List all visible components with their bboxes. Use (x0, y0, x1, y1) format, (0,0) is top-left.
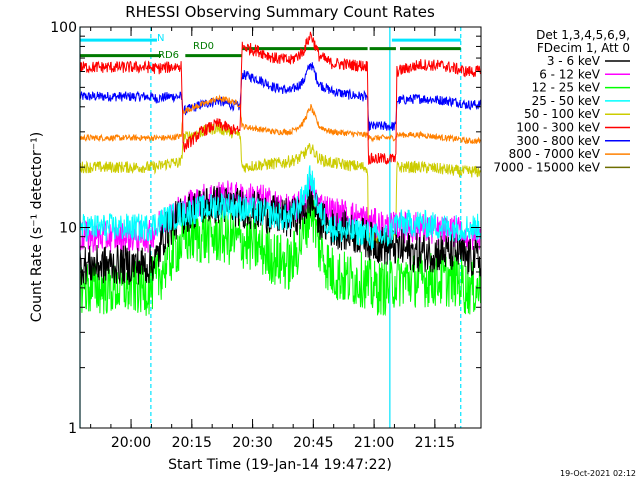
x-tick-label: 20:45 (293, 435, 333, 451)
x-tick-label: 21:15 (415, 435, 455, 451)
x-tick-label: 20:30 (232, 435, 272, 451)
generation-date: 19-Oct-2021 02:12 (560, 469, 636, 478)
y-tick-label: 10 (59, 221, 77, 237)
flag-label: N (157, 33, 164, 44)
series-line-6-12keV (80, 173, 481, 253)
x-tick-label: 20:00 (111, 435, 151, 451)
series-line-12-25keV (80, 182, 481, 317)
flag-label: RD6 (158, 50, 179, 61)
series-line-800-7000keV (80, 94, 481, 145)
legend: Det 1,3,4,5,6,9,FDecim 1, Att 03 - 6 keV… (493, 28, 630, 174)
y-axis-label: Count Rate (s⁻¹ detector⁻¹) (29, 132, 45, 322)
x-tick-label: 21:00 (354, 435, 394, 451)
x-axis-label: Start Time (19-Jan-14 19:47:22) (168, 457, 392, 473)
series-line-25-50keV (80, 165, 481, 251)
legend-label: 25 - 50 keV (532, 94, 601, 108)
legend-label: 800 - 7000 keV (509, 147, 601, 161)
x-tick-label: 20:15 (172, 435, 212, 451)
flag-label: RD0 (193, 41, 214, 52)
legend-label: 300 - 800 keV (516, 134, 600, 148)
y-tick-label: 1 (68, 421, 77, 437)
y-axis: 1 10 100 (50, 20, 481, 437)
legend-label: 3 - 6 keV (547, 54, 601, 68)
legend-label: 12 - 25 keV (532, 81, 601, 95)
legend-header: Det 1,3,4,5,6,9, (536, 28, 630, 42)
y-tick-label: 100 (50, 20, 77, 36)
x-axis: 20:00 20:15 20:30 20:45 21:00 21:15 (90, 27, 456, 451)
series-layer (80, 31, 481, 317)
legend-label: 7000 - 15000 keV (493, 160, 600, 174)
legend-label: 100 - 300 keV (516, 121, 600, 135)
legend-label: 6 - 12 keV (539, 67, 601, 81)
series-line-300-800keV (80, 62, 481, 132)
chart-title: RHESSI Observing Summary Count Rates (125, 3, 435, 21)
series-line-100-300keV (80, 31, 481, 165)
series-line-50-100keV (80, 122, 481, 245)
legend-header: FDecim 1, Att 0 (537, 41, 630, 55)
legend-label: 50 - 100 keV (524, 107, 601, 121)
